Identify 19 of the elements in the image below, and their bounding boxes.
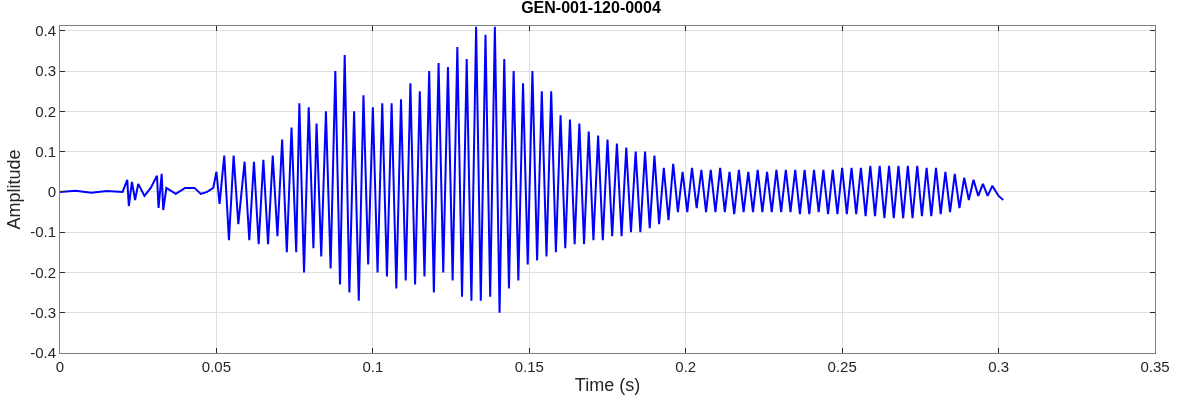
x-tick-label: 0.1	[362, 358, 384, 375]
y-tick-label: -0.3	[30, 303, 56, 321]
chart-title: GEN-001-120-0004	[521, 0, 661, 17]
y-tick-label: 0.3	[35, 62, 56, 80]
y-tick-label: 0.1	[35, 142, 56, 160]
y-tick-label: -0.2	[30, 263, 56, 281]
x-tick-label: 0.05	[201, 358, 232, 375]
x-tick-label: 0.3	[988, 358, 1009, 375]
x-tick-label: 0.2	[675, 358, 697, 375]
y-tick-label: -0.4	[30, 344, 56, 362]
x-tick-label: 0.25	[827, 358, 857, 375]
y-axis-title: Amplitude	[4, 149, 25, 230]
x-tick-label: 0.35	[1140, 358, 1170, 375]
x-axis-title: Time (s)	[574, 375, 641, 396]
y-tick-label: 0.2	[35, 102, 56, 120]
y-tick-label: 0	[47, 183, 56, 201]
x-tick-label: 0.15	[514, 358, 544, 375]
y-tick-label: -0.1	[30, 223, 56, 241]
y-tick-label: 0.4	[35, 22, 56, 40]
